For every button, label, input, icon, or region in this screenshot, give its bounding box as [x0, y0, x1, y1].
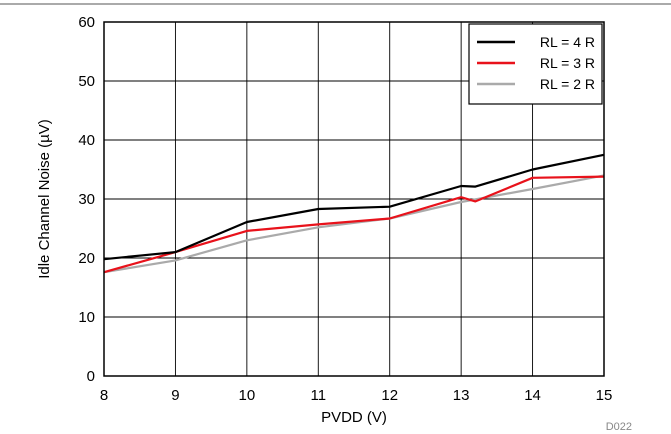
x-tick-label: 15	[596, 387, 613, 404]
legend: RL = 4 R RL = 3 R RL = 2 R	[468, 23, 603, 105]
x-tick-label: 14	[524, 387, 541, 404]
y-tick-label: 20	[78, 250, 95, 267]
y-tick-label: 10	[78, 309, 95, 326]
x-tick-labels: 8 9 10 11 12 13 14 15	[100, 387, 613, 404]
y-tick-label: 30	[78, 191, 95, 208]
y-tick-label: 50	[78, 73, 95, 90]
legend-label: RL = 4 R	[540, 34, 595, 50]
series-line	[103, 153, 605, 261]
x-tick-label: 11	[310, 387, 326, 404]
y-axis-label: Idle Channel Noise (µV)	[36, 119, 53, 279]
series-line	[103, 174, 605, 274]
x-tick-label: 13	[453, 387, 470, 404]
legend-label: RL = 3 R	[540, 55, 595, 71]
figure-code: D022	[606, 421, 632, 433]
x-tick-label: 9	[171, 387, 179, 404]
x-tick-label: 8	[100, 387, 108, 404]
x-tick-label: 10	[239, 387, 256, 404]
series-line	[103, 175, 605, 274]
y-tick-label: 60	[78, 14, 95, 31]
series-group	[103, 153, 605, 274]
plot-frame	[103, 21, 605, 377]
x-axis-label: PVDD (V)	[321, 409, 387, 426]
x-tick-label: 12	[381, 387, 398, 404]
y-tick-label: 0	[87, 368, 95, 385]
y-tick-label: 40	[78, 132, 95, 149]
y-tick-labels: 0 10 20 30 40 50 60	[78, 14, 95, 385]
legend-label: RL = 2 R	[540, 76, 595, 92]
